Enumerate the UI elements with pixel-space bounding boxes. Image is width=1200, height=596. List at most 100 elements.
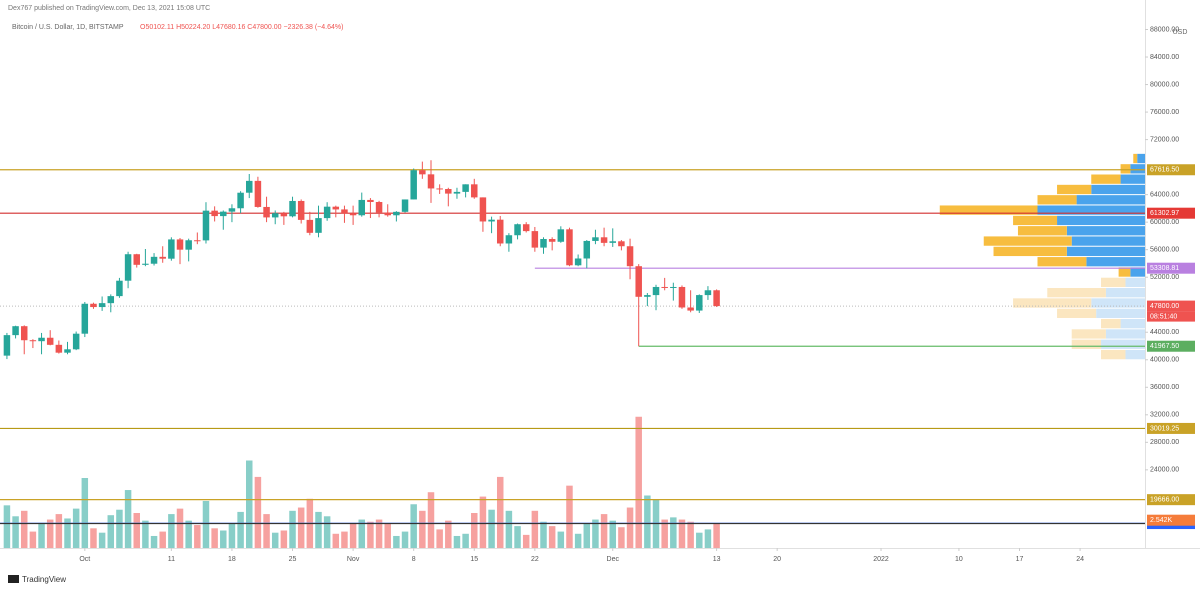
- profile-down: [1120, 164, 1131, 174]
- y-tick-label: 88000.00: [1150, 26, 1179, 33]
- last-price-label: 47800.00: [1150, 303, 1179, 310]
- profile-down: [1037, 195, 1077, 205]
- candle-body: [271, 213, 279, 218]
- candle-body: [194, 240, 201, 242]
- volume-bar: [514, 526, 521, 548]
- level-label-bg: [1147, 494, 1195, 506]
- candle-body: [176, 239, 184, 250]
- volume-bar: [246, 460, 253, 548]
- candle-body: [375, 201, 383, 213]
- candle-body: [341, 209, 348, 214]
- profile-up: [1037, 205, 1145, 215]
- x-tick-label: 10: [955, 556, 963, 563]
- candle-body: [462, 184, 469, 192]
- candle-body: [38, 337, 45, 342]
- candle-body: [332, 206, 340, 210]
- x-tick-label: 11: [168, 556, 175, 563]
- candle-body: [479, 197, 487, 222]
- profile-up: [1076, 195, 1145, 205]
- volume-bar: [410, 504, 417, 548]
- candle-body: [670, 286, 677, 288]
- symbol-title: Bitcoin / U.S. Dollar, 1D, BITSTAMP: [12, 24, 124, 31]
- level-label: 41967.50: [1150, 343, 1179, 350]
- volume-bar: [297, 507, 305, 548]
- volume-bar: [90, 528, 97, 548]
- candle-body: [81, 303, 89, 334]
- volume-bar: [427, 492, 435, 548]
- volume-bar: [419, 510, 426, 548]
- volume-bar: [670, 517, 677, 548]
- volume-bar: [704, 529, 712, 548]
- volume-bar: [38, 522, 45, 548]
- y-tick-label: 80000.00: [1150, 81, 1179, 88]
- volume-bar: [133, 513, 140, 548]
- volume-bar: [479, 496, 487, 548]
- profile-down: [1133, 153, 1138, 164]
- y-tick-label: 44000.00: [1150, 329, 1179, 336]
- candle-body: [687, 307, 694, 311]
- volume-bar: [228, 523, 236, 548]
- candle-body: [315, 218, 322, 233]
- profile-up: [1071, 236, 1145, 246]
- volume-bar: [64, 518, 71, 548]
- profile-up: [1091, 184, 1145, 195]
- volume-bar: [20, 510, 28, 548]
- y-tick-label: 56000.00: [1150, 247, 1179, 254]
- candle-body: [678, 286, 686, 308]
- profile-down: [939, 205, 1038, 215]
- y-tick-label: 76000.00: [1150, 109, 1179, 116]
- candle-body: [246, 180, 253, 193]
- candle-body: [289, 200, 296, 217]
- volume-bar: [453, 535, 461, 548]
- candle-body: [384, 212, 391, 216]
- candle-body: [635, 266, 642, 297]
- volume-bar: [263, 514, 270, 548]
- volume-bar: [644, 495, 651, 548]
- volume-bar: [661, 519, 668, 548]
- candle-body: [323, 206, 331, 219]
- candle-body: [349, 213, 357, 216]
- profile-down: [983, 236, 1072, 246]
- candle-body: [20, 326, 28, 341]
- volume-bar: [72, 508, 80, 548]
- candle-body: [220, 211, 227, 217]
- volume-bar: [635, 416, 642, 548]
- candle-body: [566, 229, 573, 266]
- level-label: 19666.00: [1150, 497, 1179, 504]
- profile-down: [1101, 349, 1126, 360]
- candle-body: [548, 239, 556, 242]
- y-tick-label: 32000.00: [1150, 412, 1179, 419]
- profile-down: [993, 246, 1067, 257]
- profile-down: [1118, 267, 1131, 277]
- volume-bar: [713, 523, 720, 548]
- candle-body: [436, 188, 443, 190]
- volume-ma-label: 2.542K: [1150, 517, 1173, 524]
- candle-body: [618, 241, 625, 247]
- candle-body: [661, 286, 668, 288]
- candle-body: [419, 170, 426, 175]
- volume-bar: [618, 527, 625, 548]
- candle-body: [410, 170, 417, 200]
- volume-bar: [220, 530, 227, 548]
- candle-body: [280, 213, 288, 217]
- volume-bar: [626, 507, 634, 548]
- profile-up: [1086, 257, 1145, 267]
- profile-down: [1017, 226, 1067, 236]
- candle-body: [505, 235, 513, 244]
- candle-body: [592, 237, 599, 241]
- profile-down: [1071, 339, 1102, 349]
- candle-body: [445, 188, 452, 194]
- y-tick-label: 28000.00: [1150, 439, 1179, 446]
- candle-body: [427, 174, 435, 189]
- volume-bar: [367, 521, 374, 548]
- x-tick-label: 2022: [873, 556, 889, 563]
- candle-body: [185, 240, 192, 250]
- profile-up: [1105, 288, 1145, 298]
- level-label-bg: [1147, 340, 1195, 352]
- volume-ma-label-bg: [1147, 514, 1195, 526]
- profile-down: [1101, 318, 1121, 329]
